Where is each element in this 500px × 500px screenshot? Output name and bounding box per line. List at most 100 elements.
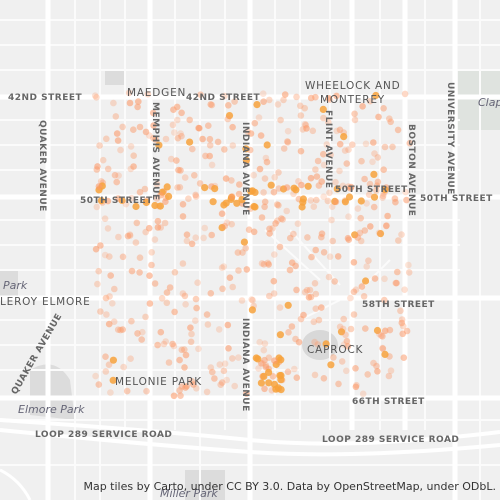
point bbox=[290, 230, 297, 238]
point bbox=[259, 90, 267, 97]
point bbox=[362, 140, 370, 148]
point bbox=[211, 185, 219, 193]
point bbox=[146, 272, 153, 280]
neighborhood-label: MELONIE PARK bbox=[115, 376, 202, 388]
point bbox=[215, 326, 223, 333]
point bbox=[320, 375, 328, 382]
point bbox=[352, 383, 360, 391]
street-label: LOOP 289 SERVICE ROAD bbox=[322, 435, 459, 445]
point bbox=[110, 318, 118, 326]
point bbox=[188, 330, 195, 338]
point bbox=[370, 139, 377, 146]
point bbox=[207, 364, 215, 371]
point bbox=[271, 251, 278, 258]
point bbox=[271, 174, 279, 181]
point bbox=[142, 313, 149, 321]
point bbox=[255, 365, 262, 372]
point bbox=[202, 152, 209, 160]
point bbox=[387, 367, 395, 375]
point bbox=[377, 332, 385, 339]
point bbox=[361, 175, 368, 183]
point bbox=[119, 123, 126, 131]
point bbox=[314, 341, 322, 348]
point bbox=[359, 103, 366, 110]
point bbox=[107, 272, 114, 279]
point bbox=[224, 321, 232, 329]
point bbox=[139, 328, 146, 336]
point bbox=[307, 174, 315, 182]
point bbox=[136, 188, 144, 196]
point bbox=[115, 172, 122, 179]
point bbox=[243, 390, 250, 397]
point bbox=[274, 384, 282, 392]
point bbox=[192, 234, 199, 241]
point bbox=[124, 232, 132, 240]
point bbox=[113, 178, 120, 186]
point bbox=[327, 151, 334, 159]
point bbox=[248, 306, 256, 314]
point bbox=[371, 275, 379, 282]
point bbox=[347, 325, 355, 333]
point bbox=[284, 139, 292, 146]
point bbox=[171, 308, 178, 316]
point bbox=[310, 318, 318, 326]
point bbox=[231, 382, 238, 390]
point bbox=[171, 129, 178, 136]
point bbox=[374, 154, 382, 161]
point bbox=[264, 259, 272, 267]
point bbox=[394, 268, 401, 276]
point bbox=[201, 224, 208, 232]
point bbox=[392, 198, 399, 206]
point bbox=[128, 194, 135, 202]
point bbox=[119, 253, 127, 261]
point bbox=[380, 166, 388, 173]
street-label: 42ND STREET bbox=[186, 93, 261, 103]
park-label: Miller Park bbox=[160, 487, 218, 500]
point bbox=[112, 113, 120, 120]
point bbox=[373, 187, 380, 194]
point bbox=[312, 93, 319, 101]
point bbox=[177, 392, 184, 400]
point bbox=[242, 145, 250, 153]
point bbox=[220, 263, 228, 270]
park-label: Park bbox=[3, 279, 28, 292]
point bbox=[143, 387, 150, 395]
point bbox=[208, 161, 216, 169]
point bbox=[209, 368, 216, 376]
point bbox=[323, 141, 331, 148]
point bbox=[219, 285, 226, 293]
point bbox=[285, 329, 292, 336]
point bbox=[350, 311, 358, 318]
point bbox=[96, 142, 103, 149]
point bbox=[233, 199, 241, 207]
point bbox=[239, 249, 246, 256]
point bbox=[162, 135, 170, 143]
point bbox=[125, 89, 133, 97]
point bbox=[103, 311, 110, 318]
point bbox=[192, 193, 200, 200]
street-label: 50TH STREET bbox=[80, 196, 153, 206]
point bbox=[303, 125, 310, 132]
point bbox=[105, 320, 113, 328]
point bbox=[360, 293, 368, 300]
point bbox=[250, 171, 257, 179]
point bbox=[183, 231, 191, 238]
point bbox=[157, 224, 164, 231]
point bbox=[326, 253, 334, 260]
point bbox=[267, 181, 275, 189]
street-label: FLINT AVENUE bbox=[323, 110, 333, 189]
point bbox=[331, 278, 339, 285]
point bbox=[223, 219, 231, 226]
point bbox=[375, 229, 383, 237]
street-label: 42ND STREET bbox=[8, 93, 83, 103]
point bbox=[266, 225, 273, 233]
point bbox=[104, 197, 112, 205]
point bbox=[350, 288, 358, 296]
point bbox=[161, 219, 169, 227]
point bbox=[362, 325, 369, 332]
point bbox=[134, 103, 141, 111]
point bbox=[354, 205, 362, 212]
point bbox=[302, 121, 310, 129]
point bbox=[192, 191, 199, 199]
point bbox=[293, 286, 300, 294]
